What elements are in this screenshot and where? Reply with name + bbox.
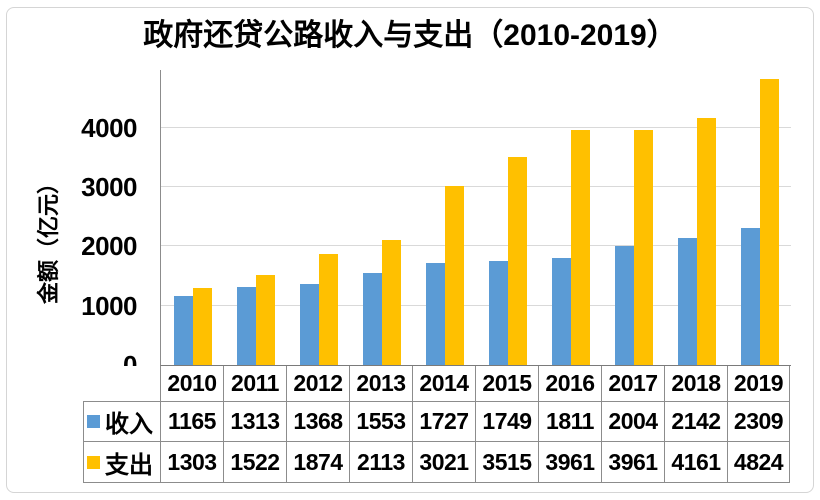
chart-title: 政府还贷公路收入与支出（2010-2019）	[143, 19, 677, 52]
x-axis-label-2010: 2010	[160, 366, 223, 402]
table-value-revenue-2013: 1553	[349, 402, 412, 442]
x-axis-label-2019: 2019	[727, 366, 790, 402]
bar-revenue-2019	[740, 228, 760, 365]
bar-expense-2013	[381, 239, 401, 365]
legend-swatch-expense	[87, 455, 100, 469]
gridline-2000	[161, 245, 791, 247]
y-tick-label-4000: 4000	[81, 112, 137, 143]
bar-expense-2010	[192, 287, 212, 365]
gridline-3000	[161, 186, 791, 188]
table-value-expense-2011: 1522	[223, 442, 286, 483]
table-value-expense-2018: 4161	[664, 442, 727, 483]
gridline-4000	[161, 126, 791, 128]
table-value-expense-2019: 4824	[727, 442, 790, 483]
legend-label-expense: 支出	[83, 442, 160, 483]
table-value-revenue-2012: 1368	[286, 402, 349, 442]
chart-data-table: 2010 2011 2012 2013 2014 2015 2016 2017 2018 2019…	[83, 366, 790, 483]
bar-revenue-2016	[551, 257, 571, 365]
x-axis-label-2012: 2012	[286, 366, 349, 402]
table-value-revenue-2011: 1313	[223, 402, 286, 442]
legend-text-expense: 支出	[105, 451, 153, 479]
table-value-expense-2013: 2113	[349, 442, 412, 483]
table-value-expense-2010: 1303	[160, 442, 223, 483]
legend-text-revenue: 收入	[105, 411, 153, 438]
table-value-expense-2012: 1874	[286, 442, 349, 483]
bar-revenue-2014	[425, 262, 445, 365]
x-axis-label-2013: 2013	[349, 366, 412, 402]
bar-expense-2012	[318, 253, 338, 365]
x-axis-label-2018: 2018	[664, 366, 727, 402]
y-tick-label-1000: 1000	[81, 290, 137, 321]
table-value-revenue-2018: 2142	[664, 402, 727, 442]
bar-revenue-2018	[677, 238, 697, 365]
legend-label-revenue: 收入	[83, 402, 160, 442]
table-value-revenue-2014: 1727	[412, 402, 475, 442]
x-axis-label-2015: 2015	[475, 366, 538, 402]
bar-expense-2016	[570, 130, 590, 365]
legend-swatch-revenue	[87, 415, 100, 428]
bar-expense-2015	[507, 156, 527, 365]
bar-expense-2017	[633, 130, 653, 365]
bar-revenue-2015	[488, 261, 508, 365]
gridline-1000	[161, 304, 791, 306]
table-value-expense-2014: 3021	[412, 442, 475, 483]
x-axis-label-2014: 2014	[412, 366, 475, 402]
y-axis-tick-labels: 0 1000 2000 3000 4000	[50, 0, 137, 400]
x-axis-label-2016: 2016	[538, 366, 601, 402]
bar-revenue-2011	[236, 287, 256, 365]
bar-revenue-2013	[362, 272, 382, 365]
bar-revenue-2010	[173, 295, 193, 365]
bar-expense-2019	[759, 78, 779, 365]
x-axis-label-2011: 2011	[223, 366, 286, 402]
table-value-revenue-2017: 2004	[601, 402, 664, 442]
table-value-expense-2016: 3961	[538, 442, 601, 483]
y-tick-label-2000: 2000	[81, 231, 137, 262]
table-value-expense-2017: 3961	[601, 442, 664, 483]
bar-revenue-2012	[299, 283, 319, 365]
bar-expense-2014	[444, 185, 464, 365]
bar-expense-2011	[255, 274, 275, 365]
table-value-revenue-2015: 1749	[475, 402, 538, 442]
bar-expense-2018	[696, 118, 716, 365]
x-axis-label-2017: 2017	[601, 366, 664, 402]
table-value-revenue-2016: 1811	[538, 402, 601, 442]
table-value-revenue-2010: 1165	[160, 402, 223, 442]
bar-revenue-2017	[614, 246, 634, 365]
plot-area	[160, 70, 791, 366]
data-table-corner-spacer	[83, 366, 160, 402]
table-value-revenue-2019: 2309	[727, 402, 790, 442]
table-value-expense-2015: 3515	[475, 442, 538, 483]
y-tick-label-3000: 3000	[81, 172, 137, 203]
